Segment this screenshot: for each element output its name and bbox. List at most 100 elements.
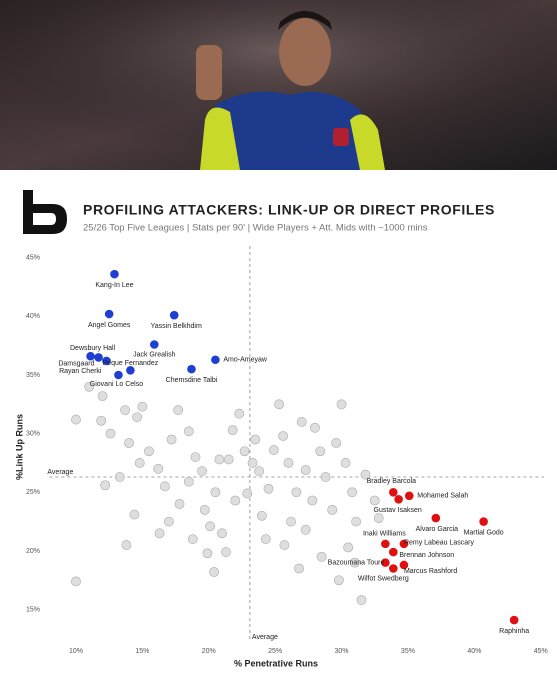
point-label: Raphinha: [499, 628, 529, 635]
point-label: Amo-Ameyaw: [223, 357, 268, 364]
y-tick-label: 35%: [26, 372, 40, 379]
highlight-point: [114, 370, 123, 380]
point: [173, 405, 184, 416]
point: [223, 454, 234, 465]
point: [121, 540, 132, 550]
point-label: Yassin Belkhdim: [151, 323, 202, 330]
point: [234, 408, 245, 419]
point: [183, 476, 194, 487]
highlight-point: [102, 356, 111, 366]
point-label: Peque Fernandez: [103, 360, 159, 367]
point: [187, 534, 198, 545]
header-photo: [0, 0, 557, 170]
point: [221, 547, 231, 557]
x-tick-label: 15%: [135, 648, 149, 655]
highlight-point: [381, 539, 390, 549]
x-tick-label: 20%: [202, 648, 216, 655]
point: [256, 510, 267, 521]
point: [227, 425, 238, 436]
point: [132, 412, 142, 423]
highlight-point: [394, 495, 403, 504]
point: [247, 458, 258, 468]
average-x-label: Average: [252, 634, 278, 641]
highlight-point: [150, 340, 159, 349]
highlight-point: [211, 355, 220, 365]
panel: [0, 170, 557, 680]
y-axis-label: %Link Up Runs: [14, 414, 24, 480]
x-tick-label: 35%: [401, 648, 415, 655]
y-tick-label: 15%: [26, 606, 40, 613]
point-label: Angel Gomes: [88, 322, 131, 329]
highlight-point: [399, 539, 409, 549]
plot: 10% 15% 20% 25% 30% 35% 40% 45% 15% 20% 25% 30% 35% 4…: [26, 246, 548, 655]
point-label: Bazoumana Toure: [328, 559, 385, 566]
point: [124, 438, 134, 448]
point: [190, 452, 201, 462]
x-tick-label: 10%: [69, 648, 83, 655]
point: [278, 431, 289, 441]
highlight-point: [509, 615, 519, 625]
average-y-label: Average: [47, 469, 73, 476]
point-label: Brennan Johnson: [399, 552, 454, 559]
point-label: Damsgaard: [58, 360, 94, 367]
point: [331, 438, 342, 448]
point: [316, 551, 327, 562]
point: [283, 458, 294, 468]
point: [349, 557, 360, 568]
point: [84, 381, 95, 392]
point: [373, 513, 384, 523]
x-tick-label: 30%: [335, 648, 349, 655]
highlight-point: [86, 351, 95, 361]
point: [340, 458, 351, 468]
y-tick-label: 25%: [26, 489, 40, 496]
point: [97, 391, 108, 402]
point-label: Giovani Lo Celso: [90, 381, 143, 388]
point: [296, 417, 307, 427]
point: [310, 422, 320, 433]
highlight-point: [431, 513, 441, 523]
point: [333, 575, 344, 586]
point: [294, 563, 304, 574]
point: [260, 534, 271, 545]
highlight-point: [169, 310, 179, 320]
highlight-point: [126, 366, 135, 375]
point: [300, 465, 311, 475]
point-label: Chemsdine Talbi: [166, 377, 218, 384]
point: [96, 415, 107, 426]
point: [360, 469, 371, 480]
point-label: Bradley Barcola: [367, 478, 417, 485]
point: [144, 446, 154, 457]
point-label: Wilfot Swedberg: [358, 575, 409, 582]
highlight-point: [104, 309, 114, 319]
point: [217, 528, 227, 539]
point-label: Mohamed Salah: [417, 493, 468, 500]
point: [210, 487, 221, 498]
point: [242, 488, 253, 499]
point: [250, 434, 261, 445]
point: [154, 528, 165, 539]
point-label: Gustav Isaksen: [374, 507, 422, 514]
point: [230, 495, 241, 506]
point: [199, 504, 210, 515]
point: [291, 487, 302, 498]
point-label: Dewsbury Hall: [70, 345, 116, 352]
x-tick-label: 45%: [534, 648, 548, 655]
point: [274, 399, 285, 410]
logo: [23, 190, 67, 234]
y-tick-label: 20%: [26, 548, 40, 555]
point: [307, 495, 318, 506]
point: [160, 481, 170, 492]
point: [315, 446, 326, 457]
point: [134, 458, 145, 468]
point-label: Marcus Rashford: [404, 568, 457, 575]
point-label: Alvaro Garcia: [416, 526, 459, 533]
point: [71, 414, 81, 425]
point: [286, 516, 296, 527]
point: [327, 504, 338, 515]
point: [114, 472, 125, 482]
point: [129, 509, 140, 520]
highlight-point: [404, 491, 414, 501]
point: [336, 399, 347, 410]
point: [105, 428, 116, 439]
